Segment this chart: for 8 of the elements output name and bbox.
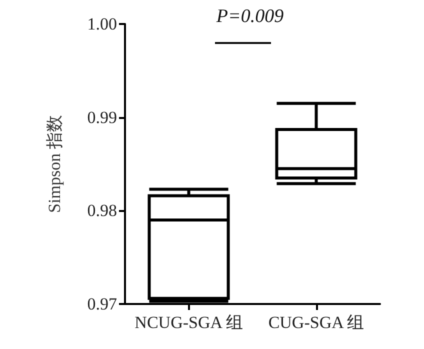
y-axis-title: Simpson 指数 bbox=[45, 115, 64, 213]
annotation: P=0.009 bbox=[216, 6, 284, 27]
y-tick-label: 0.99 bbox=[87, 108, 117, 127]
y-tick-label: 0.98 bbox=[87, 201, 117, 220]
x-tick-label: NCUG-SGA 组 bbox=[134, 313, 243, 332]
y-tick-label: 1.00 bbox=[87, 14, 117, 34]
x-tick-label: CUG-SGA 组 bbox=[268, 313, 364, 332]
y-tick-label: 0.97 bbox=[87, 294, 118, 314]
